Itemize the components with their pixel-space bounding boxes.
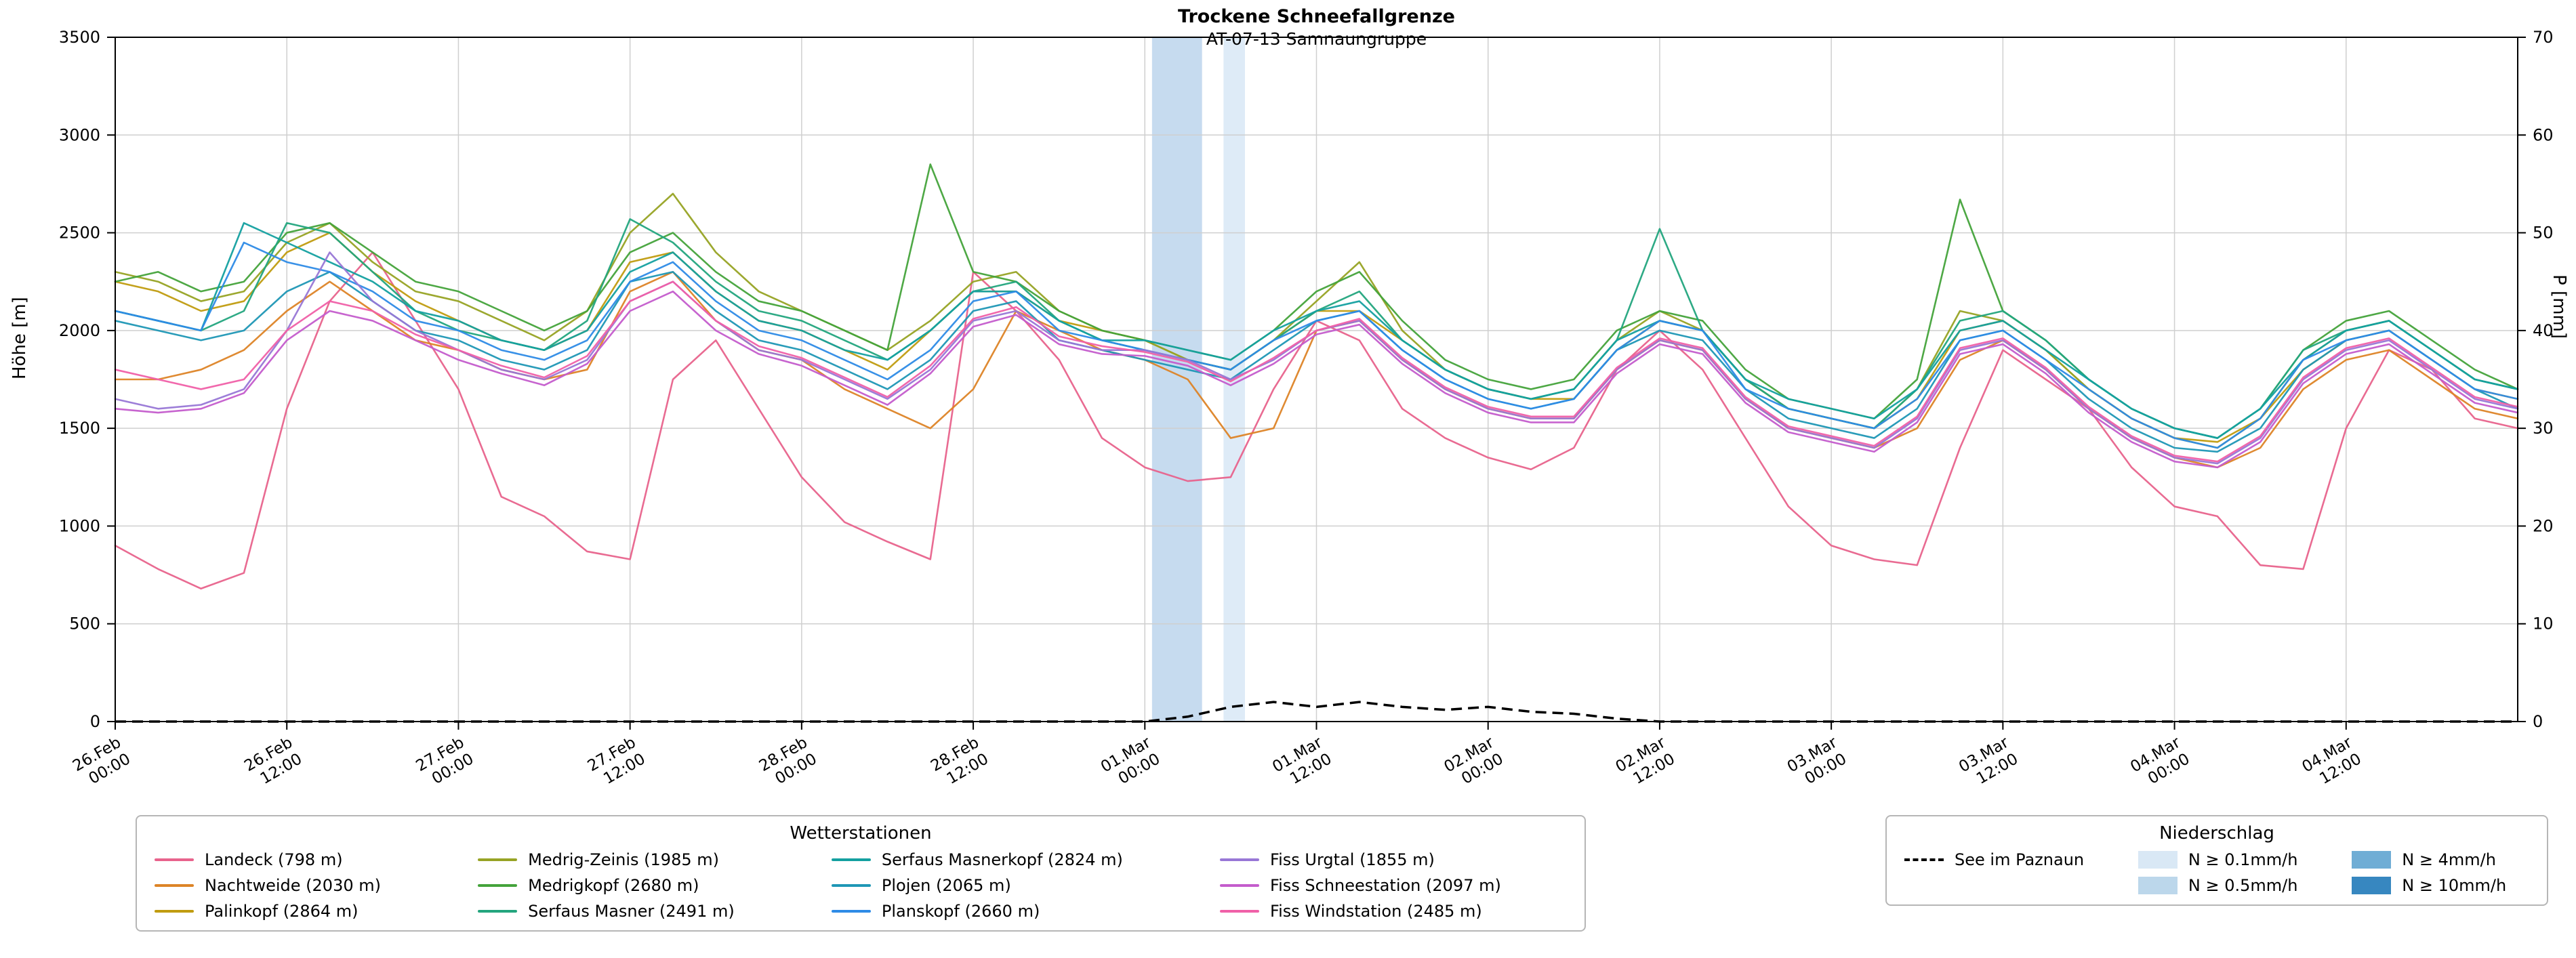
legend-precipitation-title: Niederschlag [2159, 823, 2274, 844]
legend-entry-n-4mm-h: N ≥ 4mm/h [2352, 850, 2529, 869]
legend-entry-see-im-paznaun: See im Paznaun [1904, 850, 2107, 869]
legend-line-swatch [1220, 910, 1260, 913]
y-axis-left-label: Höhe [m] [9, 297, 30, 379]
legend-entry-fiss-urgtal-1855-m: Fiss Urgtal (1855 m) [1220, 850, 1567, 869]
title-block: Trockene Schneefallgrenze AT-07-13 Samna… [115, 5, 2518, 49]
y-left-tick-label: 1000 [59, 516, 100, 535]
legend-entry-label: Fiss Windstation (2485 m) [1270, 902, 1482, 921]
legend-patch-swatch [2352, 851, 2392, 869]
legend-entry-label: Nachtweide (2030 m) [205, 876, 381, 895]
legend-entry-label: N ≥ 4mm/h [2402, 850, 2496, 869]
y-right-tick-label: 40 [2533, 321, 2554, 340]
legend-entry-fiss-windstation-2485-m: Fiss Windstation (2485 m) [1220, 902, 1567, 921]
series-line-fiss-windstation-2485-m [114, 280, 2519, 463]
legend-patch-swatch [2352, 877, 2392, 894]
legend-entry-n-0-1mm-h: N ≥ 0.1mm/h [2138, 850, 2321, 869]
y-axis-right-label: P [mm] [2549, 274, 2569, 339]
legend-entry-nachtweide-2030-m: Nachtweide (2030 m) [155, 876, 447, 895]
legend-entry-label: Medrig-Zeinis (1985 m) [528, 850, 719, 869]
legend-line-swatch [478, 910, 518, 913]
legend-line-swatch [831, 910, 871, 913]
chart-subtitle: AT-07-13 Samnaungruppe [1206, 28, 1427, 49]
series-line-serfaus-masnerkopf-2824-m [114, 222, 2519, 439]
y-left-tick-label: 500 [69, 615, 100, 633]
legend-entry-landeck-798-m: Landeck (798 m) [155, 850, 447, 869]
legend-stations: Wetterstationen Landeck (798 m) Nachtweid… [136, 815, 1586, 932]
y-right-tick-label: 20 [2533, 516, 2554, 535]
y-right-tick-label: 10 [2533, 615, 2554, 633]
legend-entry-label: Serfaus Masner (2491 m) [528, 902, 735, 921]
legend-entry-label: Fiss Urgtal (1855 m) [1270, 850, 1435, 869]
y-right-tick-label: 0 [2533, 712, 2543, 731]
legend-entry-label: N ≥ 0.1mm/h [2188, 850, 2298, 869]
y-right-tick-label: 30 [2533, 419, 2554, 438]
legend-patch-swatch [2138, 877, 2178, 894]
legend-entry-label: Planskopf (2660 m) [881, 902, 1040, 921]
legend-stations-title: Wetterstationen [790, 823, 932, 844]
legend-line-swatch [831, 884, 871, 887]
legend-entry-serfaus-masnerkopf-2824-m: Serfaus Masnerkopf (2824 m) [831, 850, 1189, 869]
legend-entry-label: N ≥ 0.5mm/h [2188, 876, 2298, 895]
chart-title: Trockene Schneefallgrenze [1178, 6, 1455, 27]
legend-entry-medrig-zeinis-1985-m: Medrig-Zeinis (1985 m) [478, 850, 800, 869]
y-left-tick-label: 0 [90, 712, 100, 731]
series-line-fiss-schneestation-2097-m [114, 290, 2519, 469]
legend-line-swatch [155, 910, 194, 913]
legend-entry-label: N ≥ 10mm/h [2402, 876, 2507, 895]
legend-entry-label: Medrigkopf (2680 m) [528, 876, 699, 895]
legend-entry-fiss-schneestation-2097-m: Fiss Schneestation (2097 m) [1220, 876, 1567, 895]
chart-plot: 0 500 1000 1500 2000 2500 3000 3500 0 10 20 30 40 50 6… [59, 28, 2554, 788]
legend-entry-plojen-2065-m: Plojen (2065 m) [831, 876, 1189, 895]
legend-entry-label: Landeck (798 m) [205, 850, 343, 869]
y-right-tick-label: 50 [2533, 224, 2554, 243]
legend-stations-grid: Landeck (798 m) Nachtweide (2030 m) Palink… [155, 850, 1567, 921]
y-right-tick-label: 60 [2533, 125, 2554, 144]
legend-entry-palinkopf-2864-m: Palinkopf (2864 m) [155, 902, 447, 921]
legend-entry-label: Fiss Schneestation (2097 m) [1270, 876, 1501, 895]
legend-line-swatch [478, 858, 518, 861]
legend-dashed-swatch [1904, 858, 1944, 861]
legend-line-swatch [831, 858, 871, 861]
legend-entry-label: Plojen (2065 m) [881, 876, 1011, 895]
y-left-tick-label: 2000 [59, 321, 100, 340]
legend-entry-label: Serfaus Masnerkopf (2824 m) [881, 850, 1123, 869]
legend-patch-swatch [2138, 851, 2178, 869]
y-left-tick-label: 3500 [59, 28, 100, 47]
y-left-tick-label: 3000 [59, 125, 100, 144]
legend-entry-serfaus-masner-2491-m: Serfaus Masner (2491 m) [478, 902, 800, 921]
legend-line-swatch [155, 884, 194, 887]
legend-line-swatch [478, 884, 518, 887]
legend-precipitation: Niederschlag See im Paznaun N ≥ 0.1mm/h N… [1885, 815, 2548, 906]
legend-precipitation-grid: See im Paznaun N ≥ 0.1mm/h N ≥ 0.5mm/h N ≥… [1904, 850, 2529, 895]
precip-band [1151, 37, 1202, 722]
legend-entry-n-0-5mm-h: N ≥ 0.5mm/h [2138, 876, 2321, 895]
legend-line-swatch [1220, 884, 1260, 887]
y-right-tick-label: 70 [2533, 28, 2554, 47]
y-left-tick-label: 1500 [59, 419, 100, 438]
legend-line-swatch [1220, 858, 1260, 861]
legend-entry-n-10mm-h: N ≥ 10mm/h [2352, 876, 2529, 895]
legend-entry-planskopf-2660-m: Planskopf (2660 m) [831, 902, 1189, 921]
legend-line-swatch [155, 858, 194, 861]
y-left-tick-label: 2500 [59, 224, 100, 243]
legend-entry-label: See im Paznaun [1955, 850, 2085, 869]
legend-entry-medrigkopf-2680-m: Medrigkopf (2680 m) [478, 876, 800, 895]
legend-entry-label: Palinkopf (2864 m) [205, 902, 359, 921]
series-line-planskopf-2660-m [114, 241, 2519, 449]
